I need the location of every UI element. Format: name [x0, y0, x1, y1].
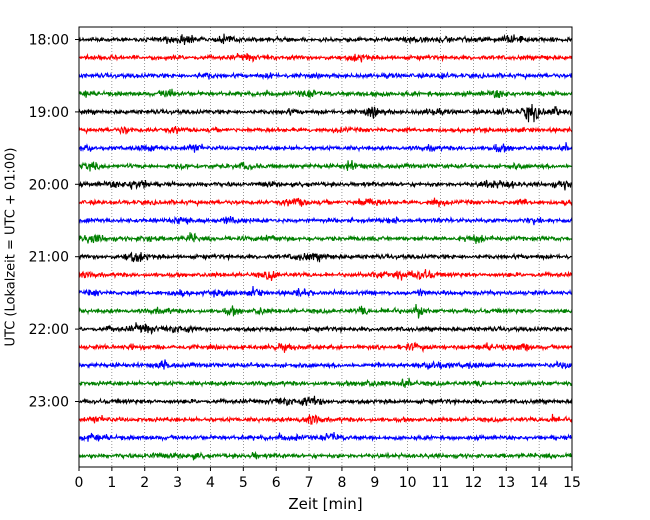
- x-tick-label: 1: [107, 475, 116, 491]
- x-tick-label: 8: [337, 475, 346, 491]
- trace-1900: [78, 103, 573, 123]
- trace-2100: [78, 251, 573, 263]
- x-tick-label: 13: [497, 475, 515, 491]
- trace-2230: [78, 359, 573, 370]
- x-tick-label: 11: [432, 475, 450, 491]
- x-tick-label: 15: [563, 475, 581, 491]
- y-tick-label: 23:00: [29, 395, 69, 411]
- trace-1815: [78, 52, 573, 63]
- trace-1915: [78, 125, 573, 136]
- trace-2300: [78, 395, 573, 407]
- trace-1945: [78, 160, 573, 172]
- x-tick-label: 4: [206, 475, 215, 491]
- x-tick-label: 7: [305, 475, 314, 491]
- x-tick-label: 12: [464, 475, 482, 491]
- x-tick-label: 5: [239, 475, 248, 491]
- y-axis-ticks: 18:00 19:00 20:00 21:00 22:00 23:00: [29, 33, 79, 411]
- y-tick-label: 20:00: [29, 177, 69, 193]
- x-tick-label: 10: [399, 475, 417, 491]
- x-tick-label: 9: [370, 475, 379, 491]
- y-tick-label: 19:00: [29, 105, 69, 121]
- seismogram-traces: [78, 33, 573, 461]
- x-axis-ticks: 0 1 2 3 4 5 6 7 8 9 10 11 12 13 14 15: [75, 467, 581, 491]
- trace-2330: [78, 432, 573, 442]
- vertical-gridlines: [111, 27, 540, 467]
- x-tick-label: 2: [140, 475, 149, 491]
- y-axis-title: UTC (Lokalzeit = UTC + 01:00): [4, 148, 19, 347]
- x-axis-title: Zeit [min]: [288, 495, 362, 513]
- y-tick-label: 21:00: [29, 250, 69, 266]
- trace-1930: [78, 142, 573, 153]
- trace-2315: [78, 413, 573, 426]
- x-tick-label: 6: [272, 475, 281, 491]
- trace-2145: [78, 304, 573, 319]
- trace-2215: [78, 341, 573, 354]
- trace-2200: [78, 322, 572, 335]
- trace-2245: [78, 377, 573, 388]
- trace-2030: [78, 215, 573, 226]
- trace-2045: [78, 232, 573, 244]
- trace-2015: [78, 197, 573, 208]
- trace-2115: [78, 269, 573, 282]
- trace-1800: [78, 33, 573, 46]
- trace-1830: [78, 71, 573, 81]
- x-tick-label: 14: [530, 475, 548, 491]
- y-tick-label: 22:00: [29, 322, 69, 338]
- y-tick-label: 18:00: [29, 33, 69, 49]
- trace-2130: [78, 285, 573, 299]
- trace-1845: [78, 88, 573, 100]
- x-tick-label: 0: [75, 475, 84, 491]
- x-tick-label: 3: [173, 475, 182, 491]
- plot-frame: [78, 26, 573, 468]
- trace-2345: [78, 450, 573, 461]
- trace-2000: [78, 179, 573, 191]
